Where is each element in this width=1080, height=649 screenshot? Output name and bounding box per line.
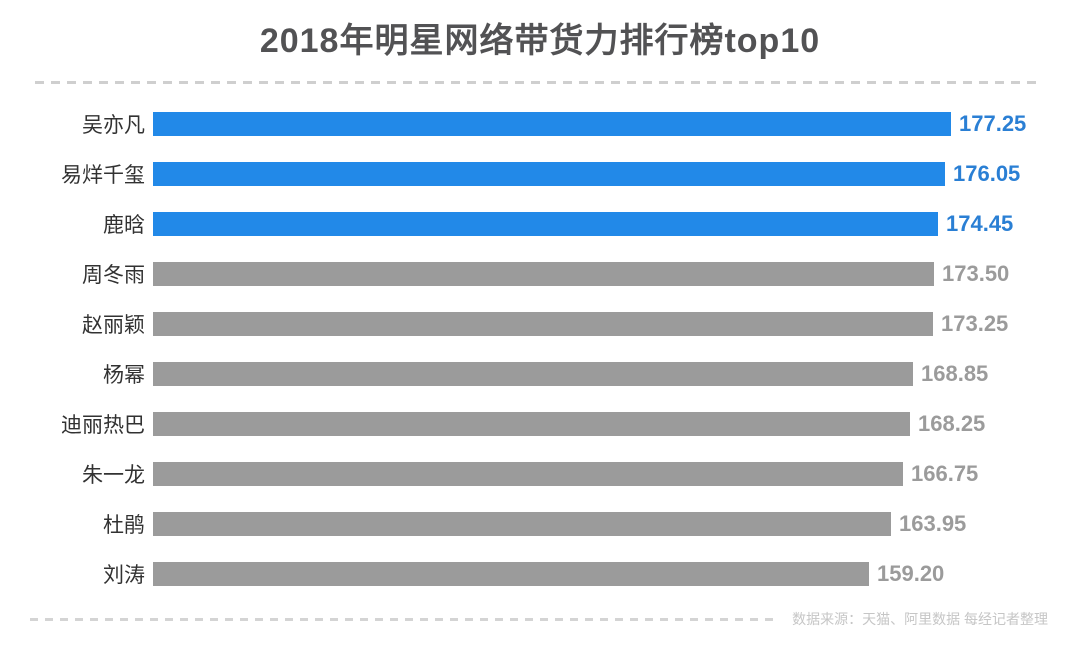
value-label: 176.05 <box>953 161 1021 186</box>
value-label: 177.25 <box>959 111 1027 136</box>
bar-rows: 吴亦凡 177.25 易烊千玺 176.05 鹿晗 174.45 周冬雨 173.50 赵丽颖 1… <box>0 99 1080 599</box>
bar-row: 鹿晗 174.45 <box>0 199 1080 249</box>
bottom-dashed-divider <box>30 617 781 621</box>
category-label: 吴亦凡 <box>82 114 145 137</box>
category-label: 周冬雨 <box>82 264 145 287</box>
bar-row: 易烊千玺 176.05 <box>0 149 1080 199</box>
value-bar <box>153 212 938 236</box>
value-bar <box>153 562 869 586</box>
bar-row: 周冬雨 173.50 <box>0 249 1080 299</box>
value-bar <box>153 262 934 286</box>
value-label: 166.75 <box>911 461 979 486</box>
bar-row: 杜鹃 163.95 <box>0 499 1080 549</box>
value-label: 168.25 <box>918 411 986 436</box>
value-bar <box>153 462 903 486</box>
chart-title: 2018年明星网络带货力排行榜top10 <box>259 22 821 60</box>
value-label: 168.85 <box>921 361 989 386</box>
bar-row: 迪丽热巴 168.25 <box>0 399 1080 449</box>
category-label: 迪丽热巴 <box>61 414 145 437</box>
value-bar <box>153 362 913 386</box>
value-label: 174.45 <box>946 211 1014 236</box>
value-bar <box>153 412 910 436</box>
bar-row: 杨幂 168.85 <box>0 349 1080 399</box>
value-bar <box>153 312 933 336</box>
value-bar <box>153 162 945 186</box>
value-label: 173.25 <box>941 311 1009 336</box>
data-source-note: 数据来源：天猫、阿里数据 每经记者整理 <box>792 611 1048 627</box>
category-label: 杜鹃 <box>103 514 145 537</box>
category-label: 朱一龙 <box>82 464 145 487</box>
category-label: 易烊千玺 <box>61 164 145 187</box>
value-label: 163.95 <box>899 511 967 536</box>
category-label: 赵丽颖 <box>82 314 145 337</box>
value-bar <box>153 112 951 136</box>
category-label: 杨幂 <box>103 364 145 387</box>
chart-footer: 数据来源：天猫、阿里数据 每经记者整理 <box>30 610 1048 628</box>
bar-row: 吴亦凡 177.25 <box>0 99 1080 149</box>
value-label: 173.50 <box>942 261 1010 286</box>
category-label: 刘涛 <box>103 564 145 587</box>
bar-row: 朱一龙 166.75 <box>0 449 1080 499</box>
value-bar <box>153 512 891 536</box>
bar-row: 赵丽颖 173.25 <box>0 299 1080 349</box>
value-label: 159.20 <box>877 561 945 586</box>
bar-row: 刘涛 159.20 <box>0 549 1080 599</box>
top-dashed-divider <box>35 81 1043 84</box>
category-label: 鹿晗 <box>103 214 145 237</box>
